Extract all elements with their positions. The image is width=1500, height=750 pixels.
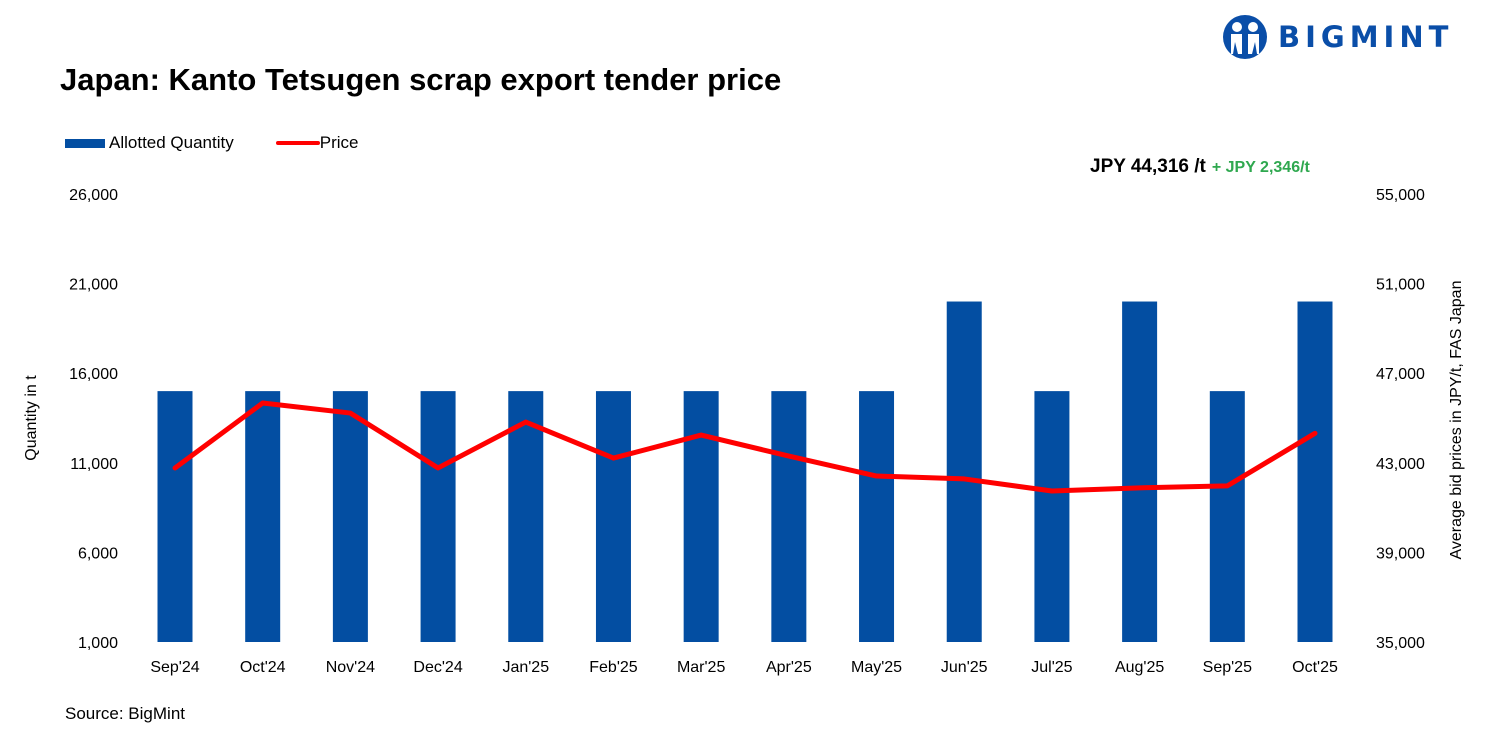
legend-label-price: Price [319, 133, 359, 152]
logo-people-icon [1223, 15, 1267, 59]
bigmint-logo: BIGMINT [1222, 14, 1453, 60]
x-tick-label: Jun'25 [941, 659, 988, 676]
y-left-tick-label: 11,000 [70, 456, 118, 473]
y-right-tick-label: 51,000 [1376, 277, 1425, 294]
bar-allotted-quantity [508, 391, 544, 642]
y-left-tick-label: 6,000 [78, 545, 118, 562]
legend-label-quantity: Allotted Quantity [109, 133, 234, 152]
x-tick-label: Nov'24 [326, 659, 375, 676]
x-tick-label: Mar'25 [677, 659, 726, 676]
bar-allotted-quantity [859, 391, 895, 642]
logo-text: BIGMINT [1278, 20, 1454, 54]
y-left-tick-label: 16,000 [69, 366, 118, 383]
x-tick-label: Oct'24 [240, 659, 286, 676]
x-tick-label: Sep'25 [1203, 659, 1252, 676]
legend-swatch-price [275, 141, 320, 145]
x-tick-label: Oct'25 [1292, 659, 1338, 676]
x-tick-label: Apr'25 [766, 659, 812, 676]
bar-allotted-quantity [946, 301, 982, 642]
x-tick-label: May'25 [851, 659, 902, 676]
bar-allotted-quantity [245, 391, 281, 642]
source-note: Source: BigMint [65, 704, 185, 723]
y-right-axis-label: Average bid prices in JPY/t, FAS Japan [1448, 281, 1465, 560]
y-left-tick-label: 26,000 [69, 187, 118, 204]
x-tick-label: Aug'25 [1115, 659, 1164, 676]
chart-title: Japan: Kanto Tetsugen scrap export tende… [60, 62, 782, 97]
bar-allotted-quantity [1034, 391, 1070, 642]
bar-allotted-quantity [332, 391, 368, 642]
bar-allotted-quantity [1297, 301, 1333, 642]
bar-allotted-quantity [771, 391, 807, 642]
y-left-tick-label: 21,000 [69, 277, 118, 294]
x-tick-label: Jan'25 [502, 659, 549, 676]
y-right-tick-label: 35,000 [1376, 635, 1425, 652]
x-tick-label: Sep'24 [150, 659, 199, 676]
y-left-axis-label: Quantity in t [23, 375, 40, 461]
price-annotation: JPY 44,316 /t + JPY 2,346/t [1090, 156, 1310, 178]
bar-allotted-quantity [420, 391, 456, 642]
price-line [172, 400, 1318, 494]
bar-allotted-quantity [683, 391, 719, 642]
y-left-tick-label: 1,000 [78, 635, 118, 652]
bar-allotted-quantity [1209, 391, 1245, 642]
price-change: + JPY 2,346/t [1211, 159, 1310, 176]
y-right-tick-label: 43,000 [1376, 456, 1425, 473]
latest-price: JPY 44,316 /t [1090, 156, 1206, 177]
y-right-tick-label: 39,000 [1376, 545, 1425, 562]
x-tick-label: Feb'25 [589, 659, 638, 676]
legend: Allotted Quantity Price [65, 133, 358, 153]
bar-allotted-quantity [595, 391, 631, 642]
x-tick-label: Dec'24 [413, 659, 462, 676]
legend-swatch-quantity [65, 138, 105, 148]
y-right-tick-label: 47,000 [1376, 366, 1425, 383]
bar-allotted-quantity [1122, 301, 1158, 642]
y-right-tick-label: 55,000 [1376, 187, 1425, 204]
bar-allotted-quantity [157, 391, 193, 642]
x-tick-label: Jul'25 [1031, 659, 1072, 676]
